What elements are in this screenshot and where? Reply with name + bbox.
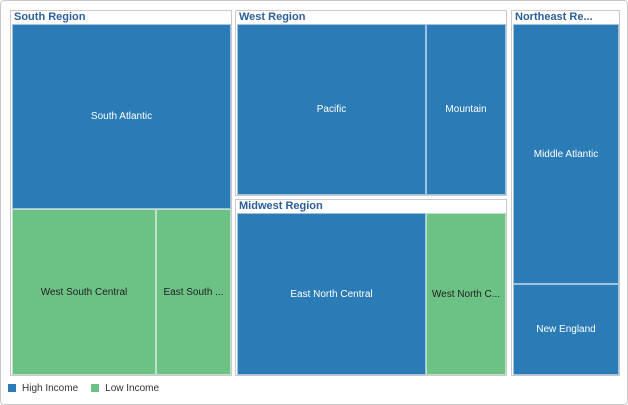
legend-swatch-high-income — [8, 384, 16, 392]
legend-label-high-income: High Income — [22, 382, 79, 394]
group-south-region: South Region South Atlantic West South C… — [10, 10, 232, 376]
cell-label: East North Central — [290, 288, 373, 300]
cell-west-north-central[interactable]: West North C... — [426, 213, 506, 375]
cell-label: East South ... — [163, 286, 224, 298]
legend-item-low-income[interactable]: Low Income — [91, 383, 159, 394]
legend-label-low-income: Low Income — [105, 382, 160, 394]
cell-new-england[interactable]: New England — [513, 284, 619, 375]
group-title-midwest-region: Midwest Region — [239, 200, 323, 212]
cell-label: South Atlantic — [90, 111, 153, 122]
group-title-west-region: West Region — [239, 11, 306, 23]
cell-label: New England — [536, 324, 596, 335]
cell-east-south-central[interactable]: East South ... — [156, 209, 231, 375]
cell-label: Pacific — [316, 104, 347, 115]
cell-south-atlantic[interactable]: South Atlantic — [12, 24, 231, 209]
cell-label: West North C... — [431, 288, 501, 300]
group-title-northeast-region: Northeast Re... — [515, 11, 593, 23]
group-title-south-region: South Region — [14, 11, 86, 23]
cell-label: Mountain — [445, 104, 487, 115]
legend-swatch-low-income — [91, 384, 100, 392]
cell-mountain[interactable]: Mountain — [426, 24, 506, 195]
group-northeast-region: Northeast Re... Middle Atlantic New Engl… — [511, 10, 620, 376]
cell-east-north-central[interactable]: East North Central — [237, 213, 426, 375]
legend-item-high-income[interactable]: High Income — [8, 383, 78, 394]
cell-middle-atlantic[interactable]: Middle Atlantic — [513, 24, 619, 284]
cell-label: West South Central — [40, 286, 128, 298]
legend: High Income Low Income — [8, 381, 172, 395]
cell-label: Middle Atlantic — [533, 148, 599, 160]
cell-pacific[interactable]: Pacific — [237, 24, 426, 195]
group-west-region: West Region Pacific Mountain — [235, 10, 507, 196]
cell-west-south-central[interactable]: West South Central — [12, 209, 156, 375]
group-midwest-region: Midwest Region East North Central West N… — [235, 199, 507, 376]
